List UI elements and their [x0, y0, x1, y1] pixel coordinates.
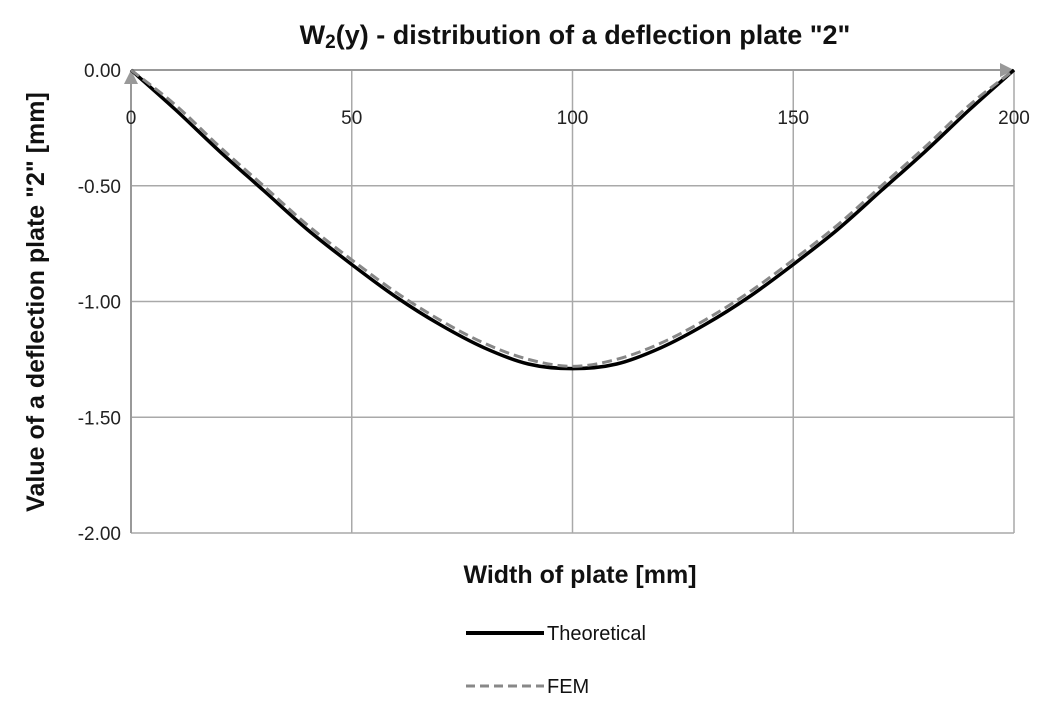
y-tick-label: -0.50 [78, 177, 121, 198]
series-lines [129, 68, 1016, 371]
chart-title-part-2: (y) - distribution of a deflection plate… [336, 20, 851, 50]
legend: Theoretical FEM [466, 623, 646, 698]
series-line-fem [130, 68, 1015, 368]
y-tick-label: -1.00 [78, 293, 121, 314]
chart-title-part-1: W [300, 20, 326, 50]
legend-fem-label: FEM [547, 676, 589, 698]
x-tick-labels: 0 50 100 150 200 [126, 108, 1030, 129]
x-tick-label: 200 [998, 108, 1030, 129]
x-tick-label: 0 [126, 108, 137, 129]
series-line-theoretical [129, 68, 1016, 371]
y-axis-arrow [124, 70, 138, 84]
x-axis-title: Width of plate [mm] [463, 561, 696, 589]
x-axis-arrow [1000, 63, 1014, 77]
x-tick-label: 50 [341, 108, 362, 129]
axes [124, 63, 1014, 533]
legend-theoretical-label: Theoretical [547, 623, 646, 645]
chart-title: W2(y) - distribution of a deflection pla… [300, 20, 851, 53]
y-tick-label: -1.50 [78, 408, 121, 429]
y-axis-title: Value of a deflection plate "2" [mm] [22, 92, 50, 512]
y-tick-label: 0.00 [84, 61, 121, 82]
chart-title-subscript: 2 [325, 32, 336, 53]
x-tick-label: 100 [557, 108, 589, 129]
y-tick-labels: 0.00 -0.50 -1.00 -1.50 -2.00 [78, 61, 121, 545]
x-tick-label: 150 [777, 108, 809, 129]
y-tick-label: -2.00 [78, 524, 121, 545]
grid-lines [131, 69, 1015, 534]
